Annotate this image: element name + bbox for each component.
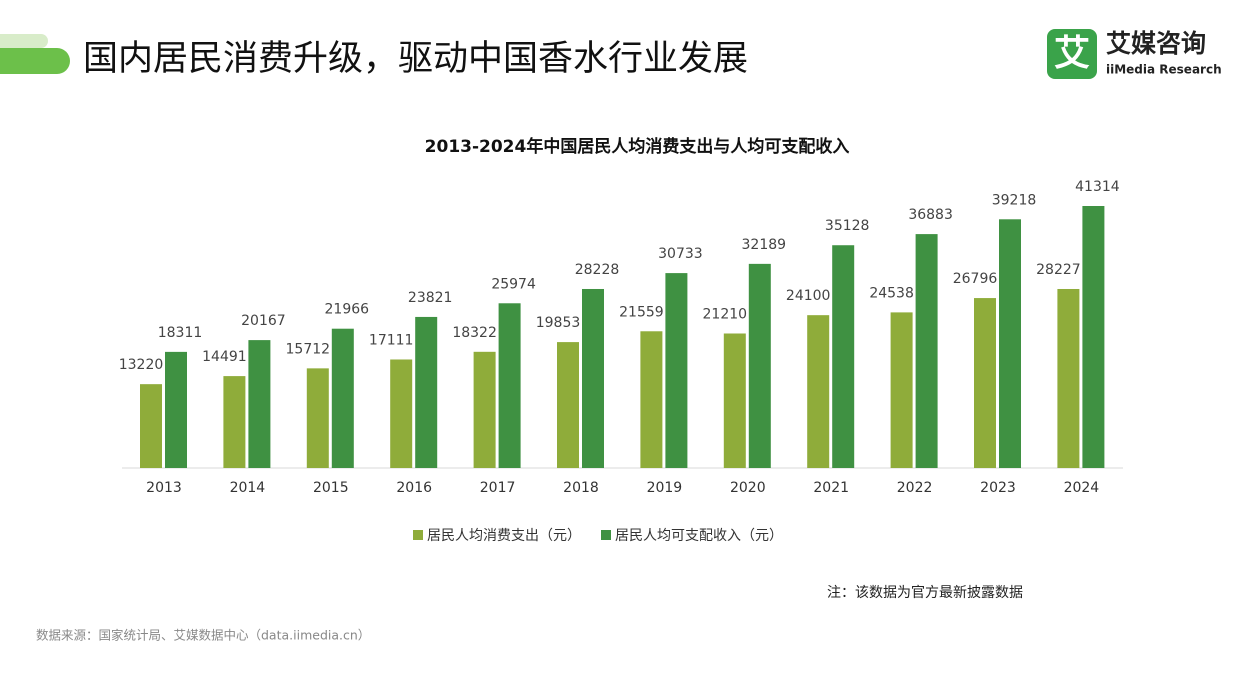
- value-label: 24100: [786, 288, 831, 304]
- value-label: 13220: [119, 357, 164, 373]
- value-label: 24538: [869, 285, 914, 301]
- bar: [1082, 206, 1105, 468]
- legend-swatch: [601, 530, 611, 540]
- chart-note: 注：该数据为官方最新披露数据: [827, 585, 1023, 601]
- x-tick-label: 2022: [897, 480, 933, 496]
- bar: [390, 359, 413, 468]
- logo-subtitle: iiMedia Research: [1106, 63, 1222, 77]
- value-label: 35128: [825, 218, 870, 234]
- value-label: 25974: [491, 276, 536, 292]
- value-label: 41314: [1075, 179, 1120, 195]
- bar: [557, 342, 579, 468]
- value-label: 18311: [158, 325, 203, 341]
- bar: [582, 288, 604, 468]
- legend-swatch: [413, 530, 423, 540]
- source-note: 数据来源：国家统计局、艾媒数据中心（data.iimedia.cn）: [36, 628, 370, 643]
- plot-area: 2013 13220 18311 2014 14491 20167 2015 15712 219…: [119, 179, 1120, 496]
- value-label: 28228: [575, 262, 620, 278]
- bar: [723, 333, 746, 468]
- value-label: 21210: [703, 306, 748, 322]
- x-tick-label: 2023: [980, 480, 1016, 496]
- value-label: 39218: [992, 192, 1037, 208]
- bar: [165, 351, 187, 468]
- bar: [140, 384, 162, 468]
- value-label: 28227: [1036, 262, 1081, 278]
- value-label: 21559: [619, 304, 664, 320]
- x-tick-label: 2017: [480, 480, 516, 496]
- bar: [415, 316, 438, 468]
- x-tick-label: 2019: [647, 480, 683, 496]
- logo: 艾 艾媒咨询 iiMedia Research: [1047, 29, 1222, 79]
- value-label: 32189: [742, 237, 787, 253]
- bar: [640, 331, 663, 468]
- bar: [665, 273, 688, 468]
- value-label: 20167: [241, 313, 286, 329]
- bar: [331, 328, 354, 468]
- bar: [498, 303, 521, 468]
- value-label: 18322: [452, 325, 497, 341]
- legend: 居民人均消费支出（元） 居民人均可支配收入（元）: [413, 528, 783, 544]
- chart-title: 2013-2024年中国居民人均消费支出与人均可支配收入: [425, 136, 850, 157]
- value-label: 15712: [286, 341, 331, 357]
- x-tick-label: 2014: [230, 480, 266, 496]
- value-label: 19853: [536, 315, 581, 331]
- bar: [807, 315, 830, 468]
- value-label: 14491: [202, 349, 247, 365]
- legend-label: 居民人均消费支出（元）: [427, 528, 581, 544]
- logo-icon: 艾: [1054, 33, 1090, 74]
- value-label: 26796: [953, 271, 998, 287]
- bar: [974, 298, 996, 468]
- x-tick-label: 2015: [313, 480, 349, 496]
- header-decoration: [0, 34, 70, 74]
- logo-box: [1047, 29, 1097, 79]
- bar: [306, 368, 329, 468]
- x-tick-label: 2016: [396, 480, 432, 496]
- logo-name: 艾媒咨询: [1106, 29, 1206, 58]
- legend-label: 居民人均可支配收入（元）: [615, 528, 783, 544]
- bar: [915, 234, 938, 468]
- bar: [832, 245, 855, 468]
- x-tick-label: 2021: [813, 480, 849, 496]
- bar: [1057, 288, 1080, 468]
- value-label: 23821: [408, 290, 453, 306]
- value-label: 17111: [369, 332, 414, 348]
- bar: [999, 219, 1021, 468]
- value-label: 36883: [908, 207, 953, 223]
- bar: [248, 340, 271, 468]
- x-tick-label: 2018: [563, 480, 599, 496]
- page-title: 国内居民消费升级，驱动中国香水行业发展: [83, 39, 748, 79]
- x-tick-label: 2024: [1064, 480, 1100, 496]
- bar: [890, 312, 913, 468]
- bar: [223, 376, 246, 468]
- bar: [748, 263, 771, 468]
- value-label: 21966: [325, 302, 370, 318]
- bar: [473, 351, 496, 468]
- x-tick-label: 2020: [730, 480, 766, 496]
- value-label: 30733: [658, 246, 703, 262]
- x-tick-label: 2013: [146, 480, 182, 496]
